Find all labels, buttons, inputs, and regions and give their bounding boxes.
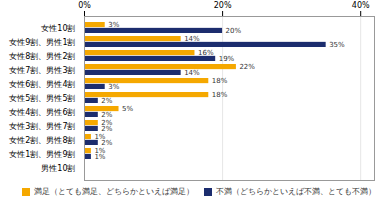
svg-text:18%: 18% (212, 77, 228, 85)
svg-text:女性10割: 女性10割 (41, 24, 75, 33)
html-text:不満（どちらかといえば不満、とても不満）: 不満（どちらかといえば不満、とても不満） (216, 187, 376, 196)
svg-text:2%: 2% (101, 119, 113, 128)
svg-text:女性1割、男性9割: 女性1割、男性9割 (9, 150, 75, 159)
svg-text:20%: 20% (226, 27, 242, 35)
svg-text:男性10割: 男性10割 (41, 164, 75, 173)
svg-text:3%: 3% (108, 21, 120, 30)
svg-text:女性5割、男性5割: 女性5割、男性5割 (9, 94, 75, 103)
html-text:満足（とても満足、どちらかといえば満足）: 満足（とても満足、どちらかといえば満足） (34, 187, 194, 196)
svg-text:40%: 40% (352, 1, 370, 10)
svg-text:2%: 2% (101, 111, 112, 119)
svg-text:女性4割、男性6割: 女性4割、男性6割 (9, 108, 75, 117)
svg-text:2%: 2% (101, 139, 112, 147)
svg-text:20%: 20% (214, 1, 232, 10)
svg-text:35%: 35% (329, 41, 345, 49)
svg-text:16%: 16% (198, 49, 214, 58)
svg-text:22%: 22% (239, 63, 255, 71)
svg-text:2%: 2% (101, 125, 112, 133)
svg-text:18%: 18% (212, 91, 228, 99)
svg-text:1%: 1% (94, 153, 105, 161)
svg-text:3%: 3% (108, 83, 119, 91)
svg-text:1%: 1% (94, 147, 106, 156)
svg-text:2%: 2% (101, 97, 112, 105)
svg-text:5%: 5% (122, 105, 133, 113)
svg-text:女性9割、男性1割: 女性9割、男性1割 (9, 38, 75, 47)
svg-text:女性3割、男性7割: 女性3割、男性7割 (9, 122, 75, 131)
svg-text:女性6割、男性4割: 女性6割、男性4割 (9, 80, 75, 89)
svg-text:14%: 14% (184, 69, 200, 77)
svg-text:19%: 19% (219, 55, 235, 63)
svg-text:0%: 0% (78, 1, 91, 10)
svg-text:14%: 14% (184, 35, 200, 44)
svg-text:1%: 1% (94, 133, 106, 142)
svg-text:女性7割、男性3割: 女性7割、男性3割 (9, 66, 75, 75)
svg-text:女性2割、男性8割: 女性2割、男性8割 (9, 136, 75, 145)
svg-text:女性8割、男性2割: 女性8割、男性2割 (9, 52, 75, 61)
